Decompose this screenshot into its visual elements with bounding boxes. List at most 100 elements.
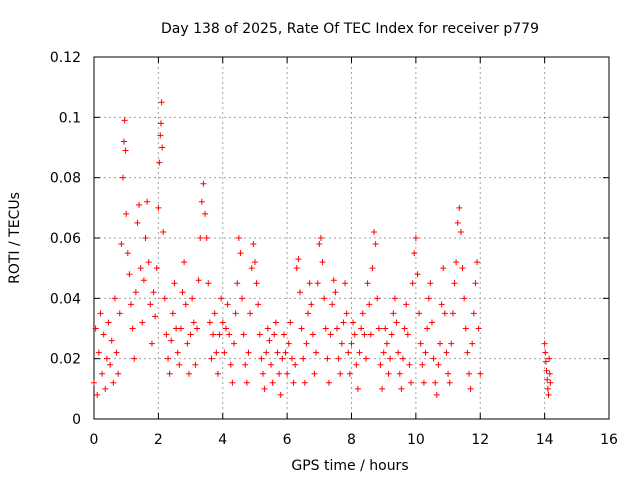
data-point	[284, 370, 291, 377]
data-point	[317, 235, 324, 241]
data-point	[414, 271, 421, 278]
data-point	[277, 391, 284, 398]
data-point	[356, 349, 363, 356]
data-point	[354, 385, 361, 392]
data-point	[155, 204, 162, 211]
y-tick-label: 0.08	[50, 171, 81, 187]
data-point	[206, 319, 213, 326]
data-point	[324, 355, 331, 362]
data-point	[446, 379, 453, 386]
data-point	[319, 259, 326, 266]
data-point	[261, 385, 268, 392]
data-point	[253, 280, 260, 287]
data-point	[301, 379, 308, 386]
data-point	[544, 385, 551, 392]
data-point	[95, 349, 102, 356]
data-point	[545, 391, 552, 398]
data-point	[144, 198, 151, 205]
data-point	[432, 379, 439, 386]
data-point	[337, 370, 344, 377]
data-point	[219, 319, 226, 326]
data-point	[348, 340, 355, 347]
data-point	[276, 370, 283, 377]
data-point	[171, 280, 178, 287]
data-point	[443, 349, 450, 356]
data-point	[274, 349, 281, 356]
data-point	[379, 385, 386, 392]
data-point	[316, 241, 323, 248]
data-point	[327, 331, 334, 338]
data-point	[408, 379, 415, 386]
data-point	[160, 228, 167, 235]
data-point	[298, 325, 305, 332]
data-point	[153, 265, 160, 272]
data-point	[94, 391, 101, 398]
data-point	[120, 138, 127, 145]
data-point	[322, 325, 329, 332]
data-point	[367, 331, 374, 338]
data-point	[335, 355, 342, 362]
data-point	[168, 337, 175, 344]
data-point	[142, 235, 149, 241]
data-point	[311, 370, 318, 377]
data-point	[216, 331, 223, 338]
data-point	[547, 379, 554, 386]
data-point	[451, 280, 458, 287]
data-point	[420, 379, 427, 386]
data-point	[445, 370, 452, 377]
data-point	[134, 219, 141, 226]
data-point	[475, 325, 482, 332]
data-point	[272, 319, 279, 326]
data-point	[128, 301, 135, 308]
data-point	[477, 370, 484, 377]
x-tick-label: 8	[347, 432, 356, 448]
data-point	[346, 370, 353, 377]
data-point	[234, 280, 241, 287]
data-point	[200, 180, 207, 187]
data-point	[377, 361, 384, 368]
data-point	[428, 319, 435, 326]
data-point	[343, 310, 350, 317]
data-point	[110, 379, 117, 386]
data-point	[159, 144, 166, 151]
grid-layer	[94, 57, 609, 419]
data-point	[122, 147, 129, 154]
data-point	[268, 361, 275, 368]
data-point	[208, 355, 215, 362]
y-axis-label: ROTI / TECUs	[7, 192, 23, 284]
data-point	[235, 235, 242, 241]
data-point	[541, 340, 548, 347]
data-point	[163, 331, 170, 338]
data-point	[398, 385, 405, 392]
data-point	[374, 295, 381, 302]
data-point	[448, 340, 455, 347]
data-point	[99, 370, 106, 377]
data-point	[332, 289, 339, 296]
data-point	[156, 159, 163, 166]
data-point	[242, 361, 249, 368]
data-point	[148, 340, 155, 347]
data-point	[198, 198, 205, 205]
data-point	[433, 391, 440, 398]
x-tick-label: 12	[471, 432, 489, 448]
data-point	[100, 331, 107, 338]
data-point	[115, 370, 122, 377]
data-point	[416, 310, 423, 317]
data-point	[470, 310, 477, 317]
data-point	[372, 241, 379, 248]
data-point	[329, 301, 336, 308]
data-point	[266, 337, 273, 344]
data-point	[395, 349, 402, 356]
data-point	[247, 310, 254, 317]
data-point	[194, 325, 200, 332]
data-point	[263, 349, 270, 356]
data-point	[137, 265, 144, 272]
data-point	[380, 349, 387, 356]
data-point	[256, 331, 263, 338]
data-point	[350, 319, 357, 326]
data-point	[359, 310, 366, 317]
data-point	[321, 295, 328, 302]
data-point	[182, 301, 189, 308]
data-point	[404, 331, 411, 338]
data-point	[464, 349, 471, 356]
